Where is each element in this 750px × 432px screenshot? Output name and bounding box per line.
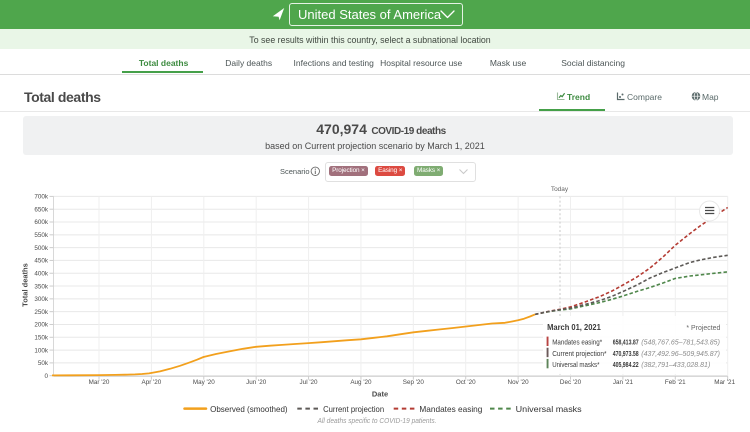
svg-text:Current projection: Current projection bbox=[323, 404, 384, 414]
svg-text:350k: 350k bbox=[34, 283, 49, 290]
svg-text:470,973.58: 470,973.58 bbox=[613, 351, 639, 358]
svg-text:0: 0 bbox=[44, 373, 48, 380]
svg-text:Current projection*: Current projection* bbox=[552, 351, 607, 358]
svg-text:March 01, 2021: March 01, 2021 bbox=[547, 322, 601, 332]
svg-text:(382,791–433,028.81): (382,791–433,028.81) bbox=[641, 362, 710, 369]
svg-text:450k: 450k bbox=[34, 258, 49, 265]
svg-text:Universal masks: Universal masks bbox=[516, 404, 582, 414]
svg-text:Aug '20: Aug '20 bbox=[350, 379, 372, 386]
svg-text:(437,492.96–509,945.87): (437,492.96–509,945.87) bbox=[641, 351, 720, 358]
svg-text:Sep '20: Sep '20 bbox=[403, 379, 425, 386]
svg-text:550k: 550k bbox=[34, 232, 49, 239]
svg-text:All deaths specific to COVID-1: All deaths specific to COVID-19 patients… bbox=[317, 416, 437, 425]
svg-text:Mar '21: Mar '21 bbox=[714, 379, 735, 386]
svg-text:Nov '20: Nov '20 bbox=[508, 379, 530, 386]
svg-text:Jun '20: Jun '20 bbox=[246, 379, 267, 386]
svg-text:100k: 100k bbox=[34, 347, 49, 354]
svg-text:700k: 700k bbox=[34, 194, 49, 201]
svg-text:250k: 250k bbox=[34, 309, 49, 316]
svg-text:600k: 600k bbox=[34, 219, 49, 226]
svg-text:Today: Today bbox=[551, 186, 569, 193]
svg-text:405,984.22: 405,984.22 bbox=[613, 362, 639, 369]
svg-text:(548,767.65–781,543.85): (548,767.65–781,543.85) bbox=[641, 340, 720, 347]
svg-text:300k: 300k bbox=[34, 296, 49, 303]
svg-text:650k: 650k bbox=[34, 206, 49, 213]
svg-text:Jul '20: Jul '20 bbox=[300, 379, 319, 386]
svg-text:200k: 200k bbox=[34, 322, 49, 329]
svg-text:Date: Date bbox=[372, 390, 388, 399]
svg-text:Apr '20: Apr '20 bbox=[142, 379, 162, 386]
svg-text:Mandates easing: Mandates easing bbox=[419, 404, 482, 414]
svg-text:Mandates easing*: Mandates easing* bbox=[552, 340, 602, 347]
svg-text:Dec '20: Dec '20 bbox=[560, 379, 582, 386]
svg-text:150k: 150k bbox=[34, 334, 49, 341]
svg-text:Jan '21: Jan '21 bbox=[613, 379, 634, 386]
svg-text:500k: 500k bbox=[34, 245, 49, 252]
svg-text:May '20: May '20 bbox=[193, 379, 215, 386]
svg-text:Feb '21: Feb '21 bbox=[665, 379, 686, 386]
svg-text:Observed (smoothed): Observed (smoothed) bbox=[210, 404, 288, 414]
svg-text:Total deaths: Total deaths bbox=[21, 263, 30, 307]
svg-text:Universal masks*: Universal masks* bbox=[552, 362, 600, 369]
svg-text:* Projected: * Projected bbox=[686, 325, 720, 332]
svg-text:50k: 50k bbox=[38, 360, 49, 367]
svg-text:Mar '20: Mar '20 bbox=[89, 379, 110, 386]
svg-text:400k: 400k bbox=[34, 270, 49, 277]
svg-text:658,413.87: 658,413.87 bbox=[613, 340, 639, 347]
svg-text:Oct '20: Oct '20 bbox=[456, 379, 476, 386]
